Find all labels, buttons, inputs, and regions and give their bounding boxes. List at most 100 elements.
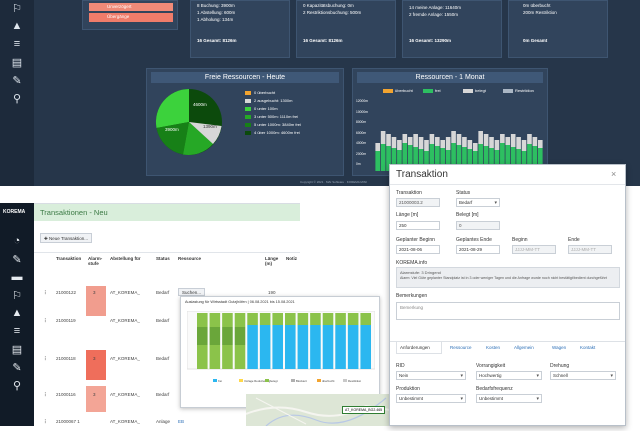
month-bar-used[interactable] xyxy=(537,140,543,148)
new-transaction-button[interactable]: ✚ Neue Transaktion... xyxy=(40,233,93,243)
month-bar-used[interactable] xyxy=(445,137,451,150)
month-bar-free[interactable] xyxy=(527,144,532,171)
month-bar-free[interactable] xyxy=(375,151,381,171)
month-bar-free[interactable] xyxy=(380,144,386,171)
transaktion-field[interactable]: 21000003.2 xyxy=(396,198,440,207)
month-bar-used[interactable] xyxy=(472,143,478,151)
month-bar-free[interactable] xyxy=(391,148,397,171)
tab-kosten[interactable]: Kosten xyxy=(486,345,501,350)
occupancy-bar[interactable] xyxy=(197,327,208,345)
month-bar-used[interactable] xyxy=(521,140,527,151)
cell-id[interactable]: 21000118 xyxy=(56,356,76,361)
flag-icon[interactable]: ⚐ xyxy=(12,3,22,15)
month-bar-used[interactable] xyxy=(397,140,402,150)
flag-icon[interactable]: ⚐ xyxy=(12,290,22,302)
month-bar-used[interactable] xyxy=(435,137,440,146)
month-bar-used[interactable] xyxy=(407,137,413,145)
rid-select[interactable]: Nein xyxy=(396,371,466,380)
month-bar-free[interactable] xyxy=(407,145,413,171)
occupancy-bar[interactable] xyxy=(222,327,233,345)
month-bar-used[interactable] xyxy=(391,137,397,148)
month-bar-used[interactable] xyxy=(413,134,418,147)
month-bar-free[interactable] xyxy=(483,146,489,171)
month-bar-used[interactable] xyxy=(505,137,511,145)
train-icon[interactable]: ▬ xyxy=(11,271,23,283)
occupancy-bar[interactable] xyxy=(272,325,283,369)
month-bar-used[interactable] xyxy=(456,134,462,145)
month-bar-used[interactable] xyxy=(532,137,538,146)
map-area[interactable]: AT_KOREMA_BG2.465 xyxy=(245,394,391,427)
cell-id[interactable]: 21000119 xyxy=(56,318,76,323)
geplantes-ende-field[interactable]: 2021-08-29 xyxy=(456,245,500,254)
month-bar-used[interactable] xyxy=(494,140,500,150)
geplanter-beginn-field[interactable]: 2021-08-06 xyxy=(396,245,440,254)
month-bar-used[interactable] xyxy=(527,134,532,144)
month-bar-free[interactable] xyxy=(386,146,391,171)
occupancy-bar[interactable] xyxy=(310,313,321,325)
column-header[interactable]: Status xyxy=(156,256,170,261)
month-bar-used[interactable] xyxy=(440,140,446,148)
occupancy-bar[interactable] xyxy=(285,325,296,369)
occupancy-bar[interactable] xyxy=(234,345,246,369)
occupancy-bar[interactable] xyxy=(335,325,346,369)
month-bar-free[interactable] xyxy=(521,151,527,171)
cell-id[interactable]: 21000122 xyxy=(56,290,77,295)
vorrangigkeit-select[interactable]: Hochwertig xyxy=(476,371,542,380)
month-bar-used[interactable] xyxy=(418,137,424,149)
occupancy-bar[interactable] xyxy=(347,325,359,369)
belegt-field[interactable]: 0 xyxy=(456,221,500,230)
month-bar-used[interactable] xyxy=(489,137,494,148)
wrench-icon[interactable]: ✎ xyxy=(12,75,22,87)
beginn-field[interactable]: JJJJ-MM-TT xyxy=(512,245,556,254)
occupancy-bar[interactable] xyxy=(335,313,346,325)
ende-field[interactable]: JJJJ-MM-TT xyxy=(568,245,612,254)
occupancy-bar[interactable] xyxy=(247,313,258,325)
month-bar-used[interactable] xyxy=(467,140,473,149)
warning-icon[interactable]: ▲ xyxy=(11,20,23,32)
month-bar-free[interactable] xyxy=(429,144,435,171)
month-bar-used[interactable] xyxy=(500,134,505,143)
occupancy-bar[interactable] xyxy=(322,325,334,369)
edit-icon[interactable]: ✎ xyxy=(12,254,22,266)
row-menu-icon[interactable]: ⋮ xyxy=(43,392,48,397)
month-bar-free[interactable] xyxy=(440,148,446,171)
month-bar-free[interactable] xyxy=(451,143,456,171)
month-bar-used[interactable] xyxy=(451,131,456,143)
occupancy-bar[interactable] xyxy=(197,345,208,369)
month-bar-used[interactable] xyxy=(510,134,516,147)
close-icon[interactable]: × xyxy=(611,169,617,179)
column-header[interactable]: Ressource xyxy=(178,256,202,261)
produktion-select[interactable]: Unbestimmt xyxy=(396,394,466,403)
tab-allgemein[interactable]: Allgemein xyxy=(514,345,534,350)
occupancy-bar[interactable] xyxy=(259,313,271,325)
month-bar-used[interactable] xyxy=(386,134,391,146)
month-bar-free[interactable] xyxy=(456,145,462,171)
month-bar-free[interactable] xyxy=(489,148,494,171)
occupancy-bar[interactable] xyxy=(297,325,309,369)
search-icon[interactable]: ⚲ xyxy=(12,93,22,105)
occupancy-bar[interactable] xyxy=(347,313,359,325)
list-icon[interactable]: ≡ xyxy=(13,325,21,337)
occupancy-bar[interactable] xyxy=(222,313,233,327)
column-header[interactable]: Alarm-stufe xyxy=(88,256,103,266)
occupancy-bar[interactable] xyxy=(322,313,334,325)
row-menu-icon[interactable]: ⋮ xyxy=(43,318,48,323)
row-menu-icon[interactable]: ⋮ xyxy=(43,419,48,424)
occupancy-bar[interactable] xyxy=(197,313,208,327)
occupancy-bar[interactable] xyxy=(272,313,283,325)
column-header[interactable]: Notiz xyxy=(286,256,297,261)
month-bar-free[interactable] xyxy=(500,143,505,171)
column-header[interactable]: Transaktion xyxy=(56,256,82,261)
drehung-select[interactable]: Schnell xyxy=(550,371,616,380)
alarm-list-item[interactable]: Unverzögert xyxy=(107,4,132,9)
month-bar-free[interactable] xyxy=(413,147,418,171)
tab-kontakt[interactable]: Kontakt xyxy=(580,345,596,350)
month-bar-free[interactable] xyxy=(516,149,521,171)
month-bar-free[interactable] xyxy=(424,151,429,171)
laenge-field[interactable]: 250 xyxy=(396,221,440,230)
month-bar-free[interactable] xyxy=(537,148,543,171)
occupancy-bar[interactable] xyxy=(209,327,221,345)
bemerkungen-textarea[interactable]: Bemerkung xyxy=(396,302,620,320)
tab-ressource[interactable]: Ressource xyxy=(450,345,472,350)
month-bar-used[interactable] xyxy=(424,140,429,151)
